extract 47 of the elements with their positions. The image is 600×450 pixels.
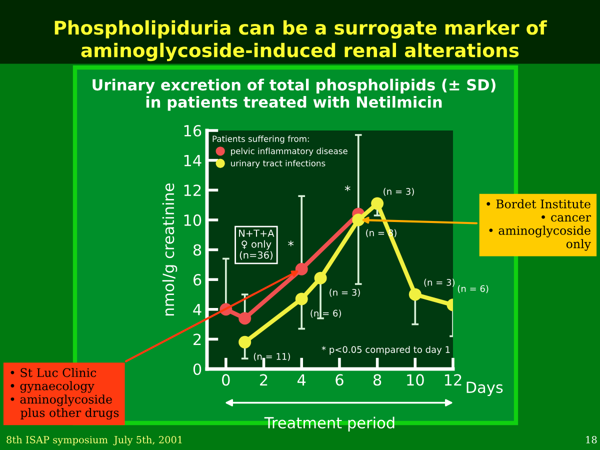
x-tick-label: 10 <box>407 374 424 386</box>
annotation: * <box>288 240 294 246</box>
text: July 5th, 2001 <box>113 436 182 446</box>
annotation: • St Luc Clinic • gynaecology • aminoglycoside plus other drugs <box>10 368 119 420</box>
x-tick-label: 0 <box>222 374 230 386</box>
annotation: (n = 6) <box>310 310 341 318</box>
x-tick-label: 8 <box>373 374 382 386</box>
point <box>408 288 422 301</box>
point <box>238 336 252 348</box>
legend-title: Patients suffering from: <box>212 136 309 144</box>
chart-title: Phospholipiduria can be a surrogate marker of aminoglycoside-induced renal alterations <box>54 20 548 62</box>
x-tick-label: 12 <box>444 374 462 386</box>
point <box>238 312 252 325</box>
legend-label: pelvic inflammatory disease <box>231 148 348 156</box>
y-tick-label: 6 <box>193 274 202 286</box>
point <box>295 262 308 276</box>
point <box>371 197 384 210</box>
annotation: (n = 6) <box>458 285 488 294</box>
legend-label: urinary tract infections <box>231 160 326 168</box>
chart-subtitle: Urinary excretion of total phospholipids (± SD) in patients treated with Netilmicin <box>92 78 496 111</box>
point <box>352 214 365 226</box>
annotation: N+T+A ♀ only (n=36) <box>239 230 274 260</box>
text: Days <box>466 382 503 396</box>
x-tick-label: 4 <box>298 374 306 386</box>
annotation: (n = 3) <box>384 188 414 196</box>
y-tick-label: 12 <box>184 184 201 196</box>
x-axis-title: Treatment period <box>264 416 394 432</box>
annotation: * p<0.05 compared to day 1 <box>322 346 450 355</box>
y-tick-label: 10 <box>184 214 202 226</box>
point <box>314 272 327 284</box>
point <box>295 292 308 306</box>
x-tick-label: 6 <box>336 374 344 386</box>
annotation: (n = 11) <box>254 352 290 361</box>
annotation: • Bordet Institute • cancer • aminoglycoside only <box>486 199 591 251</box>
y-tick-label: 8 <box>193 244 202 256</box>
y-tick-label: 2 <box>194 334 201 345</box>
y-axis-title: nmol/g creatinine <box>162 183 178 316</box>
y-tick-label: 16 <box>184 124 202 137</box>
annotation: (n = 3) <box>330 288 360 297</box>
y-tick-label: 4 <box>193 304 202 316</box>
text: 18 <box>586 436 597 444</box>
y-tick-label: 0 <box>193 363 202 376</box>
y-tick-label: 14 <box>184 154 202 166</box>
text: 8th ISAP symposium <box>6 436 108 446</box>
annotation: (n = 3) <box>424 278 455 287</box>
annotation: * <box>344 185 350 192</box>
x-tick-label: 2 <box>260 374 268 386</box>
